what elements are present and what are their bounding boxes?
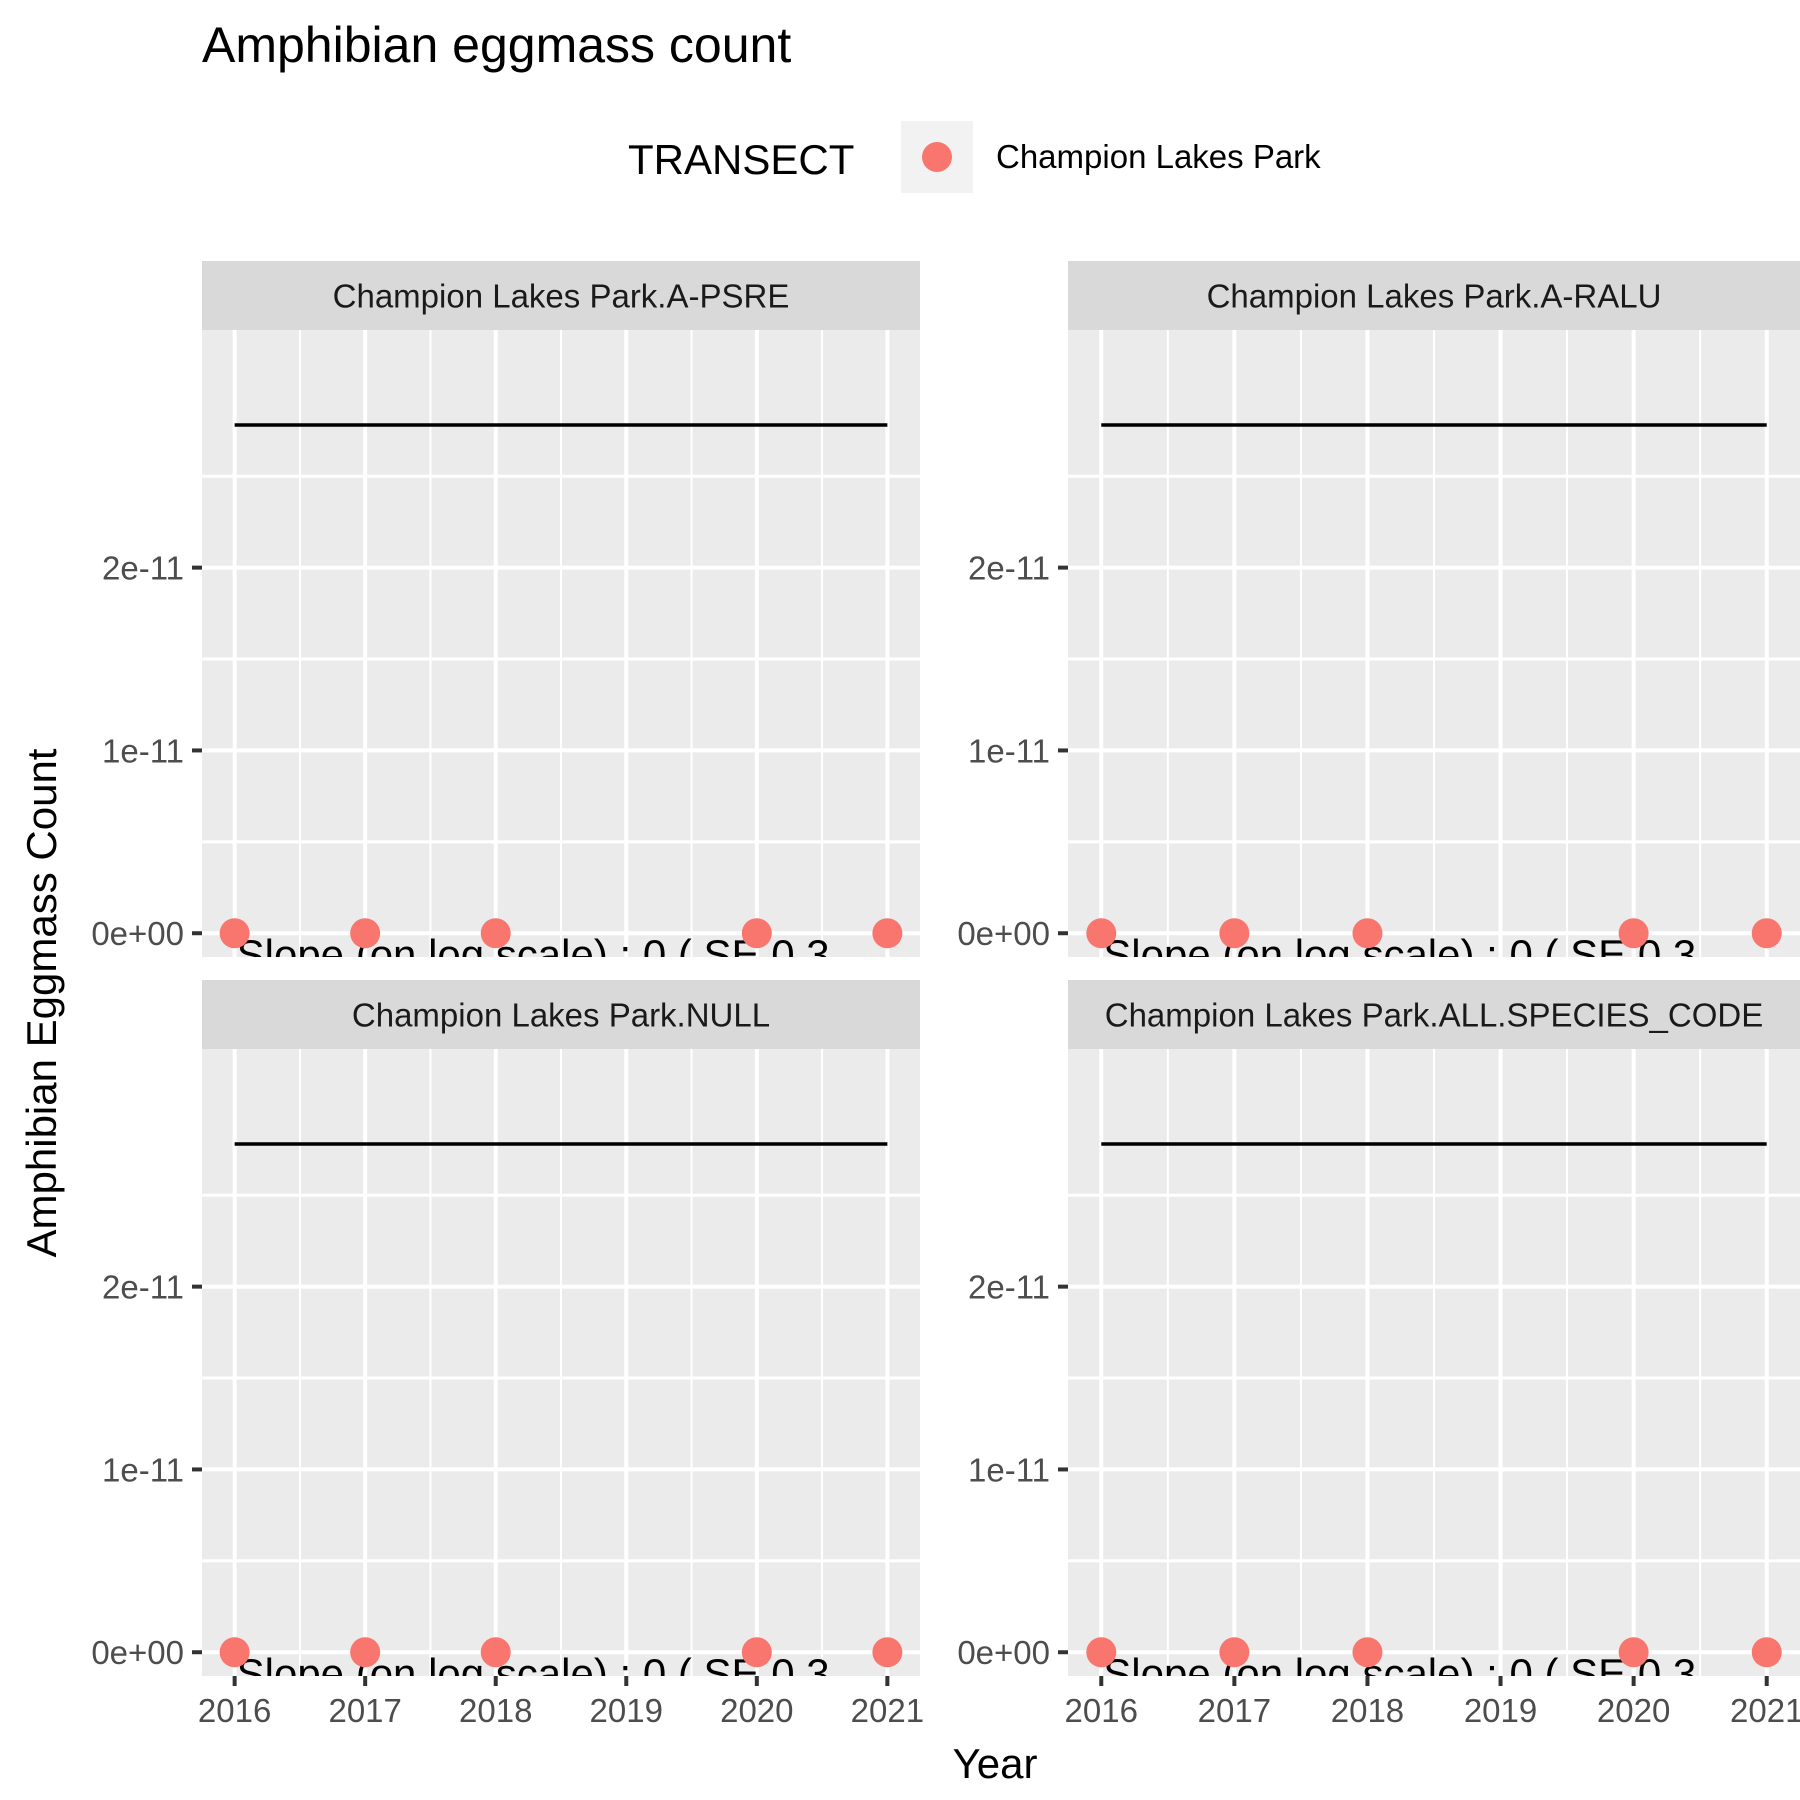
data-point-a-psre-2018 — [480, 918, 511, 949]
y-tick-label: 2e-11 — [968, 550, 1050, 587]
facet-strip-label: Champion Lakes Park.A-PSRE — [333, 278, 790, 315]
chart-title: Amphibian eggmass count — [202, 17, 791, 73]
data-point-null-2020 — [741, 1637, 772, 1668]
data-point-all-species-code-2018 — [1352, 1637, 1383, 1668]
x-tick-label: 2016 — [198, 1692, 271, 1729]
data-point-a-psre-2016 — [219, 918, 250, 949]
data-point-null-2017 — [350, 1637, 381, 1668]
data-point-null-2018 — [480, 1637, 511, 1668]
x-tick-label: 2020 — [720, 1692, 793, 1729]
y-tick-label: 1e-11 — [102, 1451, 184, 1488]
data-point-a-ralu-2018 — [1352, 918, 1383, 949]
y-tick-label: 0e+00 — [957, 915, 1050, 952]
legend-title: TRANSECT — [628, 136, 854, 183]
data-point-null-2021 — [872, 1637, 903, 1668]
x-tick-label: 2017 — [328, 1692, 401, 1729]
data-point-a-ralu-2021 — [1751, 918, 1782, 949]
facet-panel-all-species-code: Champion Lakes Park.ALL.SPECIES_CODE 0e+0… — [957, 980, 1800, 1729]
x-tick-label: 2020 — [1597, 1692, 1670, 1729]
legend-point — [922, 142, 952, 172]
data-point-null-2016 — [219, 1637, 250, 1668]
facet-strip-label: Champion Lakes Park.A-RALU — [1207, 278, 1662, 315]
x-tick-label: 2016 — [1065, 1692, 1138, 1729]
data-point-a-ralu-2016 — [1086, 918, 1117, 949]
data-point-a-psre-2020 — [741, 918, 772, 949]
facet-panel-null: Champion Lakes Park.NULL 0e+00 1e-11 2e-11 2… — [91, 980, 924, 1729]
y-tick-label: 0e+00 — [957, 1634, 1050, 1671]
y-tick-label: 2e-11 — [968, 1269, 1050, 1306]
data-point-a-ralu-2017 — [1219, 918, 1250, 949]
data-point-a-ralu-2020 — [1618, 918, 1649, 949]
slope-annotation: Slope (on log scale) : 0 ( SE 0.3 — [1103, 931, 1696, 978]
panel-marks: Slope (on log scale) : 0 ( SE 0.3 — [1086, 423, 1782, 978]
data-point-all-species-code-2017 — [1219, 1637, 1250, 1668]
data-point-all-species-code-2020 — [1618, 1637, 1649, 1668]
y-tick-label: 1e-11 — [102, 732, 184, 769]
facet-panel-a-ralu: Champion Lakes Park.A-RALU 0e+00 1e-11 2e-1… — [957, 261, 1800, 978]
panel-marks: Slope (on log scale) : 0 ( SE 0.3 — [219, 423, 903, 978]
y-axis-title: Amphibian Eggmass Count — [18, 748, 65, 1257]
y-tick-label: 1e-11 — [968, 1451, 1050, 1488]
slope-annotation: Slope (on log scale) : 0 ( SE 0.3 — [1103, 1650, 1696, 1697]
facet-panel-a-psre: Champion Lakes Park.A-PSRE 0e+00 1e-11 2e-1… — [91, 261, 920, 978]
x-tick-label: 2021 — [1730, 1692, 1800, 1729]
x-tick-label: 2019 — [1464, 1692, 1537, 1729]
y-tick-label: 2e-11 — [102, 550, 184, 587]
legend: TRANSECT Champion Lakes Park — [628, 121, 1321, 193]
panel-marks: Slope (on log scale) : 0 ( SE 0.3 — [1086, 1142, 1782, 1697]
x-tick-label: 2018 — [1331, 1692, 1404, 1729]
panel-marks: Slope (on log scale) : 0 ( SE 0.3 — [219, 1142, 903, 1697]
data-point-all-species-code-2021 — [1751, 1637, 1782, 1668]
x-axis-title: Year — [953, 1740, 1038, 1787]
slope-annotation: Slope (on log scale) : 0 ( SE 0.3 — [237, 931, 830, 978]
data-point-a-psre-2021 — [872, 918, 903, 949]
y-tick-label: 0e+00 — [91, 1634, 184, 1671]
data-point-a-psre-2017 — [350, 918, 381, 949]
data-point-all-species-code-2016 — [1086, 1637, 1117, 1668]
y-tick-label: 2e-11 — [102, 1269, 184, 1306]
y-tick-label: 1e-11 — [968, 732, 1050, 769]
facet-strip — [1068, 261, 1800, 330]
slope-annotation: Slope (on log scale) : 0 ( SE 0.3 — [237, 1650, 830, 1697]
legend-label: Champion Lakes Park — [996, 138, 1321, 175]
y-tick-label: 0e+00 — [91, 915, 184, 952]
facet-strip-label: Champion Lakes Park.NULL — [352, 997, 770, 1034]
x-tick-label: 2018 — [459, 1692, 532, 1729]
facet-strip — [1068, 980, 1800, 1049]
x-tick-label: 2019 — [590, 1692, 663, 1729]
facet-strip-label: Champion Lakes Park.ALL.SPECIES_CODE — [1105, 997, 1763, 1034]
x-tick-label: 2017 — [1198, 1692, 1271, 1729]
x-tick-label: 2021 — [851, 1692, 924, 1729]
facet-strip — [202, 980, 920, 1049]
facet-strip — [202, 261, 920, 330]
